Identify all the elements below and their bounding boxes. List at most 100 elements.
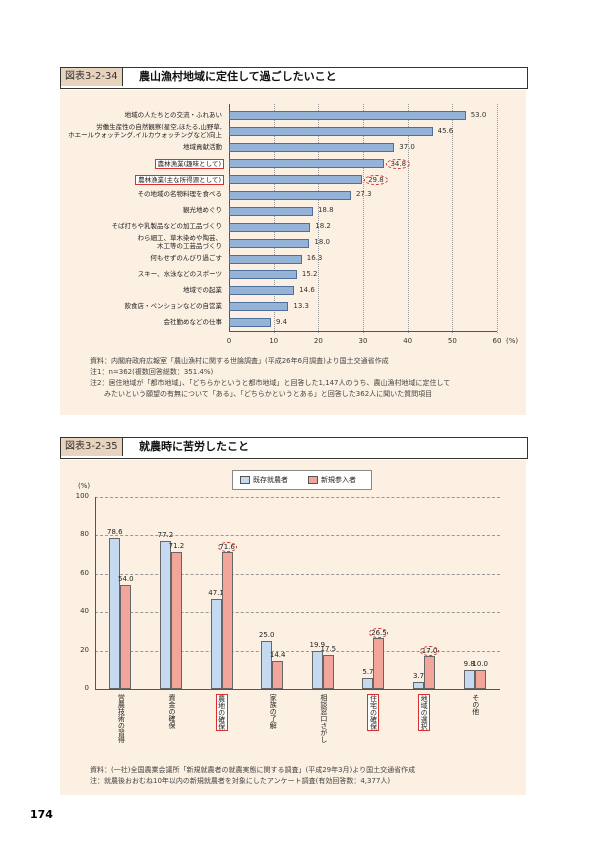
value-label: 17.5 <box>320 645 337 654</box>
category-label: 飲食店・ペンションなどの自営業 <box>124 301 223 310</box>
value-label: 25.0 <box>258 631 275 639</box>
bar <box>229 270 297 280</box>
bar <box>229 238 310 248</box>
value-label: 9.8 <box>463 660 475 669</box>
category-label: 労働生産性の自然観察(星空,ほたる,山野草, ホエールウォッチング,イルカウォッ… <box>68 122 222 139</box>
grid-line <box>407 104 409 333</box>
category-label: 資金の確保 <box>167 694 176 729</box>
x-tick-label: 0 <box>226 336 232 345</box>
bar <box>170 552 182 689</box>
value-label: 17.0 <box>420 646 440 657</box>
legend-swatch <box>240 476 250 484</box>
bar <box>229 190 351 200</box>
grid-line <box>95 497 500 498</box>
y-tick-label: 40 <box>80 607 89 616</box>
value-label: 9.4 <box>275 317 288 326</box>
value-label: 78.6 <box>107 528 123 537</box>
chart-panel <box>60 460 526 795</box>
grid-line <box>452 104 454 333</box>
value-label: 71.6 <box>217 541 237 552</box>
x-tick-label: 20 <box>313 336 323 345</box>
bar <box>362 678 374 689</box>
y-tick-label: 20 <box>80 645 89 654</box>
category-label: スキー、水泳などのスポーツ <box>137 269 222 278</box>
value-label: 3.7 <box>412 671 425 680</box>
grid-line <box>318 104 320 333</box>
value-label: 45.6 <box>437 126 454 135</box>
axis-line <box>95 497 96 689</box>
category-label: 地域の選択 <box>418 694 431 731</box>
grid-line <box>497 104 498 333</box>
figure-title: 就農時に苦労したこと <box>139 440 249 453</box>
category-label: わら細工、草木染めや陶芸、 木工等の工芸品づくり <box>137 234 223 251</box>
bar <box>272 661 284 689</box>
bar <box>229 318 271 328</box>
bar <box>413 681 425 689</box>
grid-line <box>95 612 500 614</box>
figure-header: 図表3-2-35 就農時に苦労したこと <box>60 437 528 459</box>
value-label: 77.2 <box>157 530 174 539</box>
bar <box>229 206 313 216</box>
category-label: 観光地めぐり <box>183 206 222 215</box>
bar <box>311 650 323 689</box>
bar <box>424 656 436 689</box>
value-label: 54.0 <box>118 575 134 584</box>
x-tick-label: 10 <box>269 336 279 345</box>
bar <box>463 670 475 689</box>
bar <box>229 302 289 312</box>
bar <box>373 638 385 689</box>
value-label: 18.2 <box>315 222 331 231</box>
category-label: その地域の名物料理を食べる <box>137 190 223 199</box>
note: 資料：(一社)全国農業会議所「新規就農者の就農実態に関する調査」(平成29年3月… <box>90 766 416 774</box>
axis-line <box>229 330 497 332</box>
category-label: 農林漁業(主な所得源として) <box>135 174 224 185</box>
value-label: 13.3 <box>293 301 309 310</box>
axis-line <box>95 689 500 690</box>
category-label: 農地の確保 <box>215 694 228 731</box>
value-label: 18.8 <box>317 206 334 215</box>
figure-label: 図表3-2-34 <box>61 68 123 86</box>
bar <box>229 127 433 137</box>
value-label: 14.4 <box>269 651 286 660</box>
bar <box>229 222 311 232</box>
grid-line <box>273 104 275 333</box>
value-label: 37.0 <box>399 142 415 151</box>
note: 注：就農後おおむね10年以内の新規就農者を対象にしたアンケート調査(有効回答数：… <box>90 777 391 785</box>
y-unit: (%) <box>78 482 91 490</box>
category-label: その他 <box>471 694 480 715</box>
x-tick-label: 60 <box>492 336 502 345</box>
category-label: 地域での起業 <box>183 285 222 294</box>
bar <box>210 598 222 689</box>
legend <box>232 470 372 490</box>
category-label: 家族の了解 <box>269 694 278 729</box>
value-label: 5.7 <box>362 668 374 677</box>
value-label: 16.3 <box>306 254 323 263</box>
x-tick-label: 50 <box>447 336 457 345</box>
value-label: 53.0 <box>470 110 487 119</box>
grid-line <box>95 573 500 575</box>
legend-swatch <box>308 476 318 484</box>
page-number: 174 <box>30 808 53 821</box>
value-label: 27.3 <box>355 190 372 199</box>
legend-label: 既存就農者 <box>253 476 288 484</box>
bar <box>261 641 273 689</box>
value-label: 10.0 <box>472 659 488 668</box>
bar <box>229 286 295 296</box>
figure-title: 農山漁村地域に定住して過ごしたいこと <box>139 70 337 83</box>
y-tick-label: 0 <box>84 684 89 692</box>
bar <box>229 111 466 121</box>
legend-label: 新規参入者 <box>321 476 356 484</box>
grid-line <box>363 104 364 333</box>
bar <box>322 655 334 689</box>
value-label: 29.8 <box>364 174 388 185</box>
value-label: 71.2 <box>168 542 185 551</box>
bar <box>109 538 121 689</box>
value-label: 34.8 <box>386 158 411 169</box>
note: 注1：n=362(複数回答総数：351.4%) <box>90 368 214 376</box>
value-label: 19.9 <box>309 640 326 649</box>
category-label: 農林漁業(趣味として) <box>154 158 224 169</box>
figure-header: 図表3-2-34 農山漁村地域に定住して過ごしたいこと <box>60 67 528 89</box>
category-label: 地域貢献活動 <box>183 142 222 151</box>
bar <box>221 551 233 689</box>
